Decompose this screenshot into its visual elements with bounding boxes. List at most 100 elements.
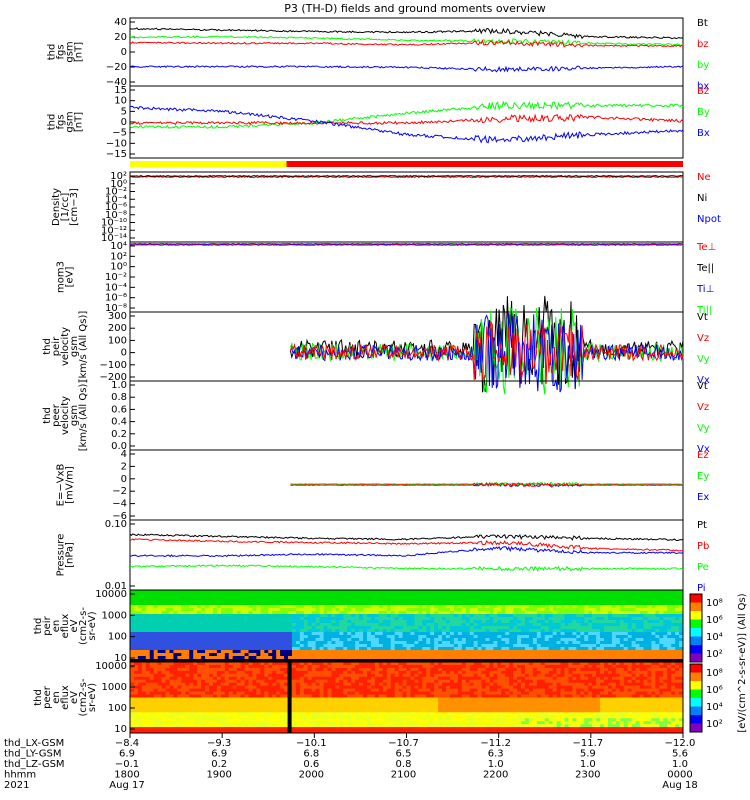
spectrogram-cell xyxy=(398,599,404,603)
spectrogram-cell xyxy=(540,596,546,600)
spectrogram-cell xyxy=(299,638,305,642)
spectrogram-cell xyxy=(560,629,565,633)
y-axis-label: velocity xyxy=(60,396,71,435)
spectrogram-cell xyxy=(370,614,376,618)
spectrogram-cell xyxy=(351,608,356,612)
spectrogram-cell xyxy=(497,620,502,624)
spectrogram-cell xyxy=(378,656,384,660)
spectrogram-cell xyxy=(521,656,526,660)
spectrogram-cell xyxy=(228,629,234,633)
spectrogram-cell xyxy=(193,679,198,684)
spectrogram-cell xyxy=(398,614,404,618)
spectrogram-cell xyxy=(497,614,502,618)
spectrogram-cell xyxy=(449,620,455,624)
spectrogram-cell xyxy=(643,605,648,609)
spectrogram-cell xyxy=(623,664,629,669)
spectrogram-cell xyxy=(556,647,562,651)
spectrogram-cell xyxy=(169,691,174,696)
spectrogram-cell xyxy=(643,617,648,621)
spectrogram-cell xyxy=(631,644,637,648)
spectrogram-cell xyxy=(216,638,222,642)
spectrogram-cell xyxy=(137,641,143,645)
spectrogram-cell xyxy=(205,676,210,681)
spectrogram-cell xyxy=(588,653,593,657)
spectrogram-cell xyxy=(382,679,388,684)
spectrogram-cell xyxy=(572,667,577,672)
spectrogram-cell xyxy=(201,608,206,612)
spectrogram-cell xyxy=(374,647,380,651)
spectrogram-cell xyxy=(501,667,506,672)
spectrogram-cell xyxy=(256,673,261,678)
spectrogram-cell xyxy=(228,593,234,597)
spectrogram-cell xyxy=(232,602,238,606)
spectrogram-cell xyxy=(410,638,415,642)
spectrogram-cell xyxy=(133,608,139,612)
spectrogram-cell xyxy=(390,688,396,693)
spectrogram-cell xyxy=(406,676,411,681)
spectrogram-cell xyxy=(564,626,569,630)
spectrogram-cell xyxy=(457,593,463,597)
spectrogram-cell xyxy=(339,599,344,603)
spectrogram-cell xyxy=(434,688,439,693)
spectrogram-cell xyxy=(149,685,155,690)
spectrogram-cell xyxy=(252,635,257,639)
spectrogram-cell xyxy=(631,688,637,693)
spectrogram-cell xyxy=(355,667,360,672)
spectrogram-cell xyxy=(177,614,182,618)
spectrogram-cell xyxy=(335,593,340,597)
series-Bt xyxy=(129,27,684,40)
spectrogram-cell xyxy=(627,617,633,621)
spectrogram-cell xyxy=(224,641,230,645)
spectrogram-cell xyxy=(335,644,340,648)
spectrogram-cell xyxy=(197,590,202,594)
spectrogram-cell xyxy=(252,656,257,660)
spectrogram-cell xyxy=(382,673,388,678)
spectrogram-cell xyxy=(137,614,143,618)
spectrogram-cell xyxy=(560,664,565,669)
spectrogram-cell xyxy=(627,620,633,624)
spectrogram-cell xyxy=(517,614,522,618)
spectrogram-cell xyxy=(133,670,139,675)
spectrogram-cell xyxy=(611,644,617,648)
spectrogram-cell xyxy=(588,688,593,693)
spectrogram-cell xyxy=(544,676,550,681)
spectrogram-cell xyxy=(201,679,206,684)
spectrogram-cell xyxy=(193,602,198,606)
spectrogram-cell xyxy=(461,644,467,648)
spectrogram-cell xyxy=(521,688,526,693)
spectrogram-cell xyxy=(374,635,380,639)
spectrogram-cell xyxy=(335,641,340,645)
spectrogram-cell xyxy=(141,641,147,645)
spectrogram-cell xyxy=(461,682,467,687)
y-axis-label: [km/s (All Qs)] xyxy=(78,311,89,383)
spectrogram-cell xyxy=(469,679,475,684)
panel-frame xyxy=(129,17,684,87)
spectrogram-cell xyxy=(623,599,629,603)
spectrogram-cell xyxy=(552,673,558,678)
spectrogram-cell xyxy=(442,682,447,687)
spectrogram-cell xyxy=(295,664,301,669)
spectrogram-cell xyxy=(181,605,186,609)
spectrogram-cell xyxy=(197,662,202,666)
spectrogram-cell xyxy=(193,626,198,630)
spectrogram-cell xyxy=(536,667,542,672)
spectrogram-cell xyxy=(339,635,344,639)
spectrogram-cell xyxy=(359,611,364,615)
spectrogram-cell xyxy=(327,596,332,600)
spectrogram-cell xyxy=(260,679,265,684)
spectrogram-cell xyxy=(303,676,309,681)
spectrogram-cell xyxy=(169,617,174,621)
spectrogram-cell xyxy=(169,676,174,681)
spectrogram-cell xyxy=(137,632,143,636)
spectrogram-cell xyxy=(173,605,178,609)
spectrogram-cell xyxy=(659,650,664,654)
spectrogram-cell xyxy=(343,626,348,630)
spectrogram-cell xyxy=(181,593,186,597)
spectrogram-cell xyxy=(157,656,163,660)
spectrogram-cell xyxy=(268,608,273,612)
spectrogram-cell xyxy=(307,608,313,612)
spectrogram-cell xyxy=(631,611,637,615)
spectrogram-cell xyxy=(521,673,526,678)
spectrogram-cell xyxy=(438,617,443,621)
legend-pb: Pb xyxy=(697,541,709,552)
